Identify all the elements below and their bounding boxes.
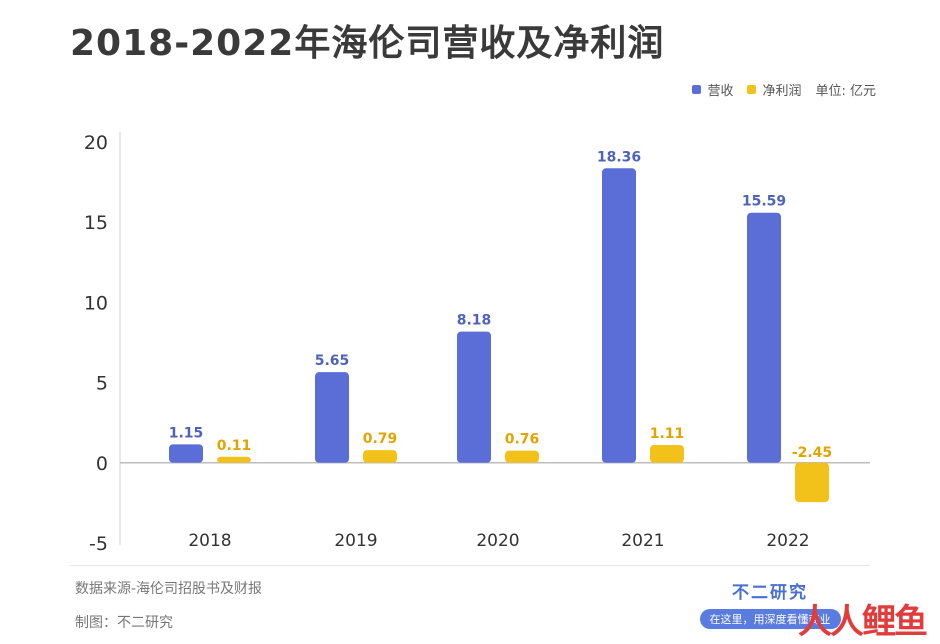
profit-value-label: 1.11 <box>650 426 685 442</box>
revenue-value-label: 5.65 <box>315 353 350 369</box>
footer-divider <box>70 565 870 566</box>
profit-value-label: 0.79 <box>363 431 398 447</box>
profit-value-label: 0.11 <box>217 438 252 454</box>
revenue-value-label: 8.18 <box>457 313 492 329</box>
x-tick-label: 2019 <box>334 531 377 551</box>
revenue-bar <box>315 372 349 463</box>
profit-bar <box>650 444 684 463</box>
y-tick-label: 5 <box>96 373 108 395</box>
profit-bar <box>795 462 829 503</box>
y-tick-label: 10 <box>84 292 108 314</box>
profit-value-label: 0.76 <box>505 432 540 448</box>
profit-bar <box>505 450 539 463</box>
legend-swatch-profit <box>747 85 757 94</box>
y-tick-label: 15 <box>84 212 108 234</box>
x-tick-label: 2020 <box>476 531 519 551</box>
legend-item-profit: 净利润 <box>747 80 801 99</box>
legend-swatch-revenue <box>692 85 702 94</box>
y-tick-label: -5 <box>89 533 108 555</box>
y-tick-label: 0 <box>96 453 108 475</box>
y-tick-label: 20 <box>84 132 108 154</box>
chart-credit: 制图：不二研究 <box>75 615 173 631</box>
legend-label-profit: 净利润 <box>762 84 802 99</box>
legend-label-revenue: 营收 <box>707 84 734 99</box>
data-source: 数据来源-海伦司招股书及财报 <box>75 581 263 597</box>
revenue-bar <box>747 212 781 463</box>
x-tick-label: 2018 <box>188 531 231 551</box>
revenue-bar <box>602 168 636 463</box>
legend-item-revenue: 营收 <box>692 80 733 99</box>
profit-bar <box>217 456 251 463</box>
site-watermark: 人人鲤鱼 <box>798 602 928 642</box>
unit-label: 单位: 亿元 <box>815 84 876 99</box>
profit-bar <box>363 450 397 463</box>
revenue-bar <box>169 444 203 463</box>
x-tick-label: 2021 <box>621 531 664 551</box>
revenue-value-label: 15.59 <box>742 194 786 210</box>
revenue-bar <box>457 331 491 463</box>
brand-block: 不二研究 在这里，用深度看懂商业 <box>690 578 850 629</box>
revenue-value-label: 1.15 <box>169 425 204 441</box>
brand-name: 不二研究 <box>732 583 808 603</box>
legend: 营收 净利润 单位: 亿元 <box>692 80 876 99</box>
chart-title: 2018-2022年海伦司营收及净利润 <box>70 23 665 64</box>
x-tick-label: 2022 <box>766 531 809 551</box>
revenue-value-label: 18.36 <box>597 149 641 165</box>
profit-value-label: -2.45 <box>792 445 832 461</box>
brand-slogan: 在这里，用深度看懂商业 <box>699 609 841 629</box>
